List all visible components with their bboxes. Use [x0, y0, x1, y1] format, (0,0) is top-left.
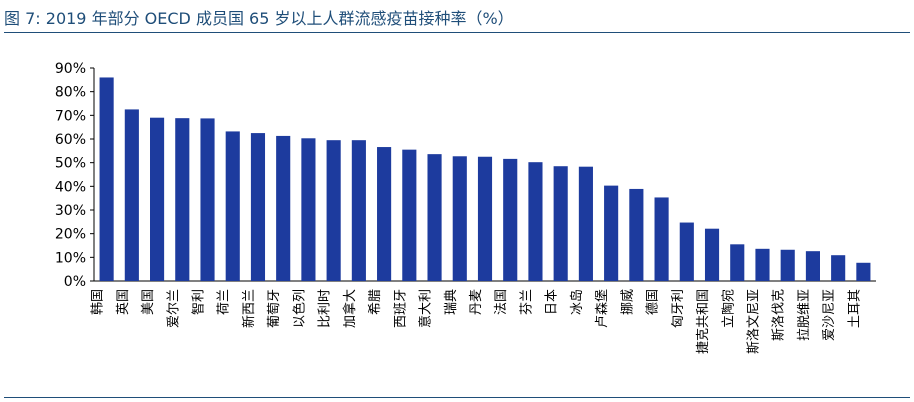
category-label-1: 英国 [116, 289, 131, 315]
bar-8 [301, 138, 316, 281]
bar-18 [553, 166, 568, 281]
y-tick-label: 80% [55, 85, 86, 101]
category-label-16: 法国 [494, 289, 509, 315]
y-tick-label: 10% [55, 250, 86, 266]
bar-15 [477, 156, 493, 281]
category-label-29: 爱沙尼亚 [822, 289, 837, 341]
bar-2 [150, 117, 165, 281]
category-label-21: 挪威 [620, 289, 635, 315]
category-label-13: 意大利 [418, 289, 434, 328]
bar-21 [629, 188, 644, 281]
bar-5 [225, 131, 240, 281]
bar-19 [578, 166, 593, 281]
bottom-divider [4, 397, 910, 398]
category-label-6: 新西兰 [241, 289, 257, 328]
category-label-23: 匈牙利 [671, 289, 686, 328]
category-label-20: 卢森堡 [594, 289, 610, 328]
bar-28 [805, 251, 820, 281]
bar-26 [755, 248, 770, 281]
y-tick-label: 60% [55, 132, 86, 148]
title-divider [4, 32, 910, 33]
category-label-2: 美国 [141, 289, 156, 315]
y-tick-label: 90% [55, 61, 86, 77]
bar-16 [503, 158, 518, 281]
bar-29 [831, 255, 846, 281]
category-label-0: 韩国 [91, 289, 106, 315]
y-tick-label: 30% [55, 203, 86, 219]
bar-9 [326, 140, 341, 281]
bar-12 [402, 149, 417, 281]
category-label-10: 加拿大 [342, 289, 358, 328]
category-label-8: 以色列 [291, 289, 307, 328]
bar-10 [351, 140, 366, 281]
category-label-14: 瑞典 [444, 289, 459, 315]
category-label-9: 比利时 [318, 289, 333, 328]
category-label-3: 爱尔兰 [166, 289, 181, 328]
bar-4 [200, 118, 215, 281]
category-label-22: 德国 [646, 289, 661, 315]
bar-23 [679, 222, 694, 281]
y-tick-label: 70% [55, 108, 86, 124]
category-label-11: 希腊 [368, 289, 383, 315]
bar-6 [250, 133, 266, 281]
bar-30 [856, 262, 871, 281]
bar-27 [780, 249, 795, 281]
bar-25 [730, 244, 745, 281]
category-label-7: 葡萄牙 [267, 289, 282, 328]
bar-1 [124, 109, 139, 282]
category-label-19: 冰岛 [569, 289, 585, 315]
figure-label: 图 7: [4, 9, 41, 28]
category-label-26: 斯洛文尼亚 [746, 289, 761, 354]
category-label-28: 拉脱维亚 [797, 289, 812, 341]
bar-22 [654, 197, 669, 281]
bar-17 [528, 162, 543, 281]
bar-0 [99, 77, 114, 281]
bar-13 [427, 154, 442, 281]
category-label-17: 芬兰 [519, 289, 534, 315]
category-label-24: 捷克共和国 [696, 289, 711, 354]
bar-14 [452, 156, 467, 281]
category-label-5: 荷兰 [217, 289, 232, 315]
category-label-12: 西班牙 [393, 289, 408, 328]
figure-title: 2019 年部分 OECD 成员国 65 岁以上人群流感疫苗接种率（%） [45, 9, 514, 28]
y-axis: 0% 10% 20% 30% 40% 50% 60% 70% 80% 90% [55, 61, 95, 290]
category-label-4: 智利 [192, 289, 207, 315]
y-tick-label: 20% [55, 227, 86, 243]
category-labels: 韩国 英国 美国 爱尔兰 智利 荷兰 新西兰 葡萄牙 以色列 比利时 加拿大 希腊 西班牙 意大利 瑞典 丹麦… [91, 289, 863, 354]
category-label-30: 土耳其 [847, 289, 862, 328]
bar-24 [704, 228, 720, 281]
bar-7 [276, 135, 291, 281]
bar-3 [175, 118, 190, 281]
category-label-18: 日本 [545, 289, 560, 315]
category-label-15: 丹麦 [469, 289, 484, 315]
y-tick-label: 50% [55, 156, 86, 172]
bars [99, 77, 871, 282]
bar-20 [604, 185, 619, 281]
category-label-25: 立陶宛 [720, 289, 736, 328]
y-tick-label: 40% [55, 179, 86, 195]
chart-title: 图 7: 2019 年部分 OECD 成员国 65 岁以上人群流感疫苗接种率（%… [4, 6, 514, 32]
y-tick-label: 0% [64, 274, 86, 290]
bar-11 [377, 147, 392, 281]
category-label-27: 斯洛伐克 [772, 289, 787, 341]
